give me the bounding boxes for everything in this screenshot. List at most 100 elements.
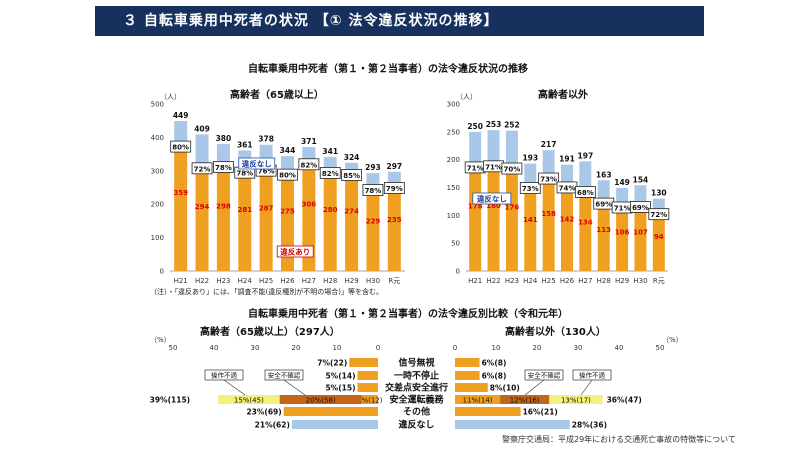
violation-value-c1: 275 [280,207,295,215]
bar-right [455,420,570,429]
violation-value-c2: 94 [654,233,664,241]
y-tick-label-c2: 50 [451,240,460,248]
total-label-c2: 193 [522,154,538,163]
y-tick-label-c2: 0 [456,268,460,276]
total-label-c1: 409 [194,124,210,133]
pct-box-c1 [213,161,234,173]
bar-left [283,407,378,416]
x-tick-label-c2: H26 [560,277,575,285]
callout-safety-left-leader [283,379,306,396]
violation-value-c2: 178 [468,203,483,211]
bar-right-violation [455,395,501,404]
chart3-title-left: 高齢者（65歳以上）（297人） [200,327,340,338]
x-tick-label-c2: H23 [505,277,519,285]
chart1-title: 高齢者（65歳以上） [230,90,324,101]
axis-tick-label: 30 [574,344,583,352]
total-label-c2: 197 [578,151,594,160]
pct-box-c1 [383,182,405,194]
violation-value-c1: 359 [173,189,188,197]
callout-operation-left: 操作不適 [211,370,238,379]
violation-value-c1: 281 [237,206,252,214]
y-tick-label-c1: 400 [151,134,164,142]
x-tick-label-c1: H29 [345,277,359,285]
chart3-title-right: 高齢者以外（130人） [505,327,606,338]
violation-value-c2: 158 [541,210,556,218]
x-tick-label-c1: H21 [174,277,188,285]
axis-tick-label: 50 [169,344,178,352]
bar-violation-c1 [345,179,359,271]
callout-operation-right-leader [580,379,593,396]
violation-value-c2: 141 [523,216,538,224]
pct-label-c2: 69% [595,201,612,209]
axis-unit-right: （%） [662,336,683,344]
pct-label-c1: 80% [279,172,296,180]
x-tick-label-c1: H23 [216,277,230,285]
bar-left-label: 5%(14) [325,371,355,380]
bar-left-label: 7%(22) [317,358,347,367]
bar-right [455,371,480,380]
total-label-c1: 361 [237,140,253,149]
bar-violation-c2 [469,171,482,271]
bar-right-label: 12%(16) [510,396,540,404]
pct-label-c1: 72% [194,165,211,173]
pct-box-c2 [538,172,560,185]
x-tick-label-c1: H24 [238,277,253,285]
x-tick-label-c1: H26 [280,277,295,285]
bar-left-operation [218,395,280,404]
total-label-c1: 297 [386,162,402,171]
violation-value-c2: 134 [578,219,593,227]
callout-safety-right: 安全不確認 [528,370,561,379]
axis-tick-label: 20 [533,344,542,352]
violation-value-c1: 298 [216,202,231,210]
bar-right-label: 13%(17) [561,396,591,404]
bar-right-label: 8%(10) [490,383,520,392]
pct-label-c1: 79% [386,185,403,193]
x-tick-label-c2: H28 [597,277,611,285]
violation-value-c2: 142 [560,216,575,224]
total-label-c2: 163 [596,170,612,179]
bar-left-label: 5%(15) [325,383,355,392]
bar-right [455,407,521,416]
bar-right-label: 16%(21) [523,407,558,416]
bar-right-safety [500,395,550,404]
x-tick-label-c2: H24 [523,277,538,285]
y-tick-label-c2: 250 [447,128,460,136]
chart2-title: 高齢者以外 [538,90,588,101]
bar-violation-c2 [652,218,665,271]
pct-label-c1: 78% [365,187,382,195]
axis-tick-label: 0 [376,344,380,352]
total-label-c2: 191 [559,155,575,164]
axis-tick-label: 40 [615,344,624,352]
y-tick-label-c2: 150 [447,184,460,192]
bar-left [349,358,378,367]
pct-label-c2: 68% [577,189,594,197]
pct-label-c1: 80% [172,144,189,152]
bar-left [357,371,378,380]
bar-violation-c1 [366,194,380,271]
bar-violation-c1 [259,175,273,271]
pct-box-c1 [298,158,320,171]
callout-operation-right: 操作不適 [579,370,606,379]
legend-box-violation-c1 [276,245,314,258]
bar-violation-c2 [542,183,555,271]
total-label-c1: 344 [280,146,296,155]
pct-box-c2 [501,162,523,175]
bar-left [291,420,378,429]
pct-box-c1 [277,168,298,181]
x-tick-label-c2: R元 [653,277,665,285]
bar-left-label: 4%(12) [357,396,383,404]
violation-value-c1: 235 [387,216,402,224]
violation-value-c2: 107 [633,228,648,236]
bar-no-violation-c2 [505,130,518,174]
bar-right-label: 6%(8) [482,358,507,367]
bar-violation-c2 [579,196,592,271]
category-label: 安全運転義務 [389,394,444,406]
x-tick-label-c1: R元 [388,277,400,285]
y-unit-label-c2: （人） [456,93,477,101]
pct-box-c1 [170,140,192,153]
pct-box-c2 [630,201,651,213]
bar-violation-c2 [561,191,573,271]
y-tick-label-c1: 300 [151,167,164,175]
pct-label-c2: 71% [485,163,502,171]
total-label-c2: 250 [467,122,483,131]
